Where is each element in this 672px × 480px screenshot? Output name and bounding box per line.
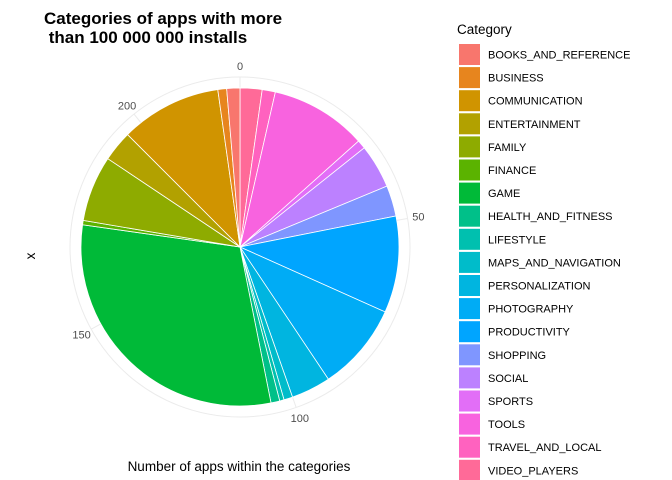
pie-slice-game — [80, 224, 272, 407]
legend-label-social: SOCIAL — [488, 373, 528, 385]
legend-label-travel-and-local: TRAVEL_AND_LOCAL — [488, 442, 602, 454]
legend-label-video-players: VIDEO_PLAYERS — [488, 465, 578, 477]
angle-tick-label: 200 — [118, 101, 136, 113]
legend-label-family: FAMILY — [488, 142, 527, 154]
legend-label-communication: COMMUNICATION — [488, 96, 583, 108]
legend-label-shopping: SHOPPING — [488, 350, 546, 362]
legend-label-books-and-reference: BOOKS_AND_REFERENCE — [488, 50, 630, 62]
legend-key-social — [459, 367, 480, 389]
legend-label-finance: FINANCE — [488, 165, 536, 177]
legend-label-photography: PHOTOGRAPHY — [488, 304, 574, 316]
pie-slice-tools — [239, 91, 360, 249]
legend: BOOKS_AND_REFERENCE BUSINESS COMMUNICATION… — [459, 44, 630, 480]
legend-label-tools: TOOLS — [488, 419, 525, 431]
legend-label-sports: SPORTS — [488, 396, 533, 408]
legend-label-business: BUSINESS — [488, 73, 544, 85]
legend-label-lifestyle: LIFESTYLE — [488, 234, 546, 246]
legend-key-business — [459, 67, 480, 89]
angle-ticks: 0 50 100 150 200 — [72, 61, 424, 425]
legend-label-productivity: PRODUCTIVITY — [488, 327, 571, 339]
legend-key-game — [459, 182, 480, 204]
y-axis-label: x — [23, 252, 38, 259]
angle-tick-label: 100 — [291, 413, 309, 425]
legend-key-photography — [459, 298, 480, 320]
angle-tick-label: 0 — [237, 61, 243, 73]
legend-key-communication — [459, 90, 480, 112]
legend-key-shopping — [459, 344, 480, 366]
pie-slice-books-and-reference — [226, 87, 241, 248]
x-axis-label: Number of apps within the categories — [128, 459, 351, 474]
legend-label-entertainment: ENTERTAINMENT — [488, 119, 581, 131]
legend-key-productivity — [459, 321, 480, 343]
legend-title: Category — [457, 22, 512, 37]
legend-key-travel-and-local — [459, 436, 480, 458]
legend-key-lifestyle — [459, 228, 480, 250]
legend-key-video-players — [459, 459, 480, 480]
pie-slices — [80, 87, 400, 407]
legend-key-tools — [459, 413, 480, 435]
legend-key-entertainment — [459, 113, 480, 135]
legend-key-personalization — [459, 275, 480, 296]
legend-key-maps-and-navigation — [459, 251, 480, 273]
pie-slice-productivity — [238, 215, 400, 313]
legend-label-maps-and-navigation: MAPS_AND_NAVIGATION — [488, 257, 621, 269]
pie-slice-communication — [127, 89, 241, 249]
pie-slice-photography — [238, 246, 386, 380]
angle-tick-label: 50 — [412, 212, 424, 224]
legend-label-personalization: PERSONALIZATION — [488, 281, 591, 293]
chart-title-line-2: than 100 000 000 installs — [44, 28, 247, 47]
legend-label-health-and-fitness: HEALTH_AND_FITNESS — [488, 211, 613, 223]
legend-label-game: GAME — [488, 188, 520, 200]
angle-tick-label: 150 — [72, 330, 90, 342]
legend-key-finance — [459, 159, 480, 181]
legend-key-family — [459, 136, 480, 158]
chart-title-line-1: Categories of apps with more — [44, 9, 282, 28]
legend-key-health-and-fitness — [459, 205, 480, 227]
legend-key-sports — [459, 390, 480, 412]
legend-key-books-and-reference — [459, 44, 480, 65]
